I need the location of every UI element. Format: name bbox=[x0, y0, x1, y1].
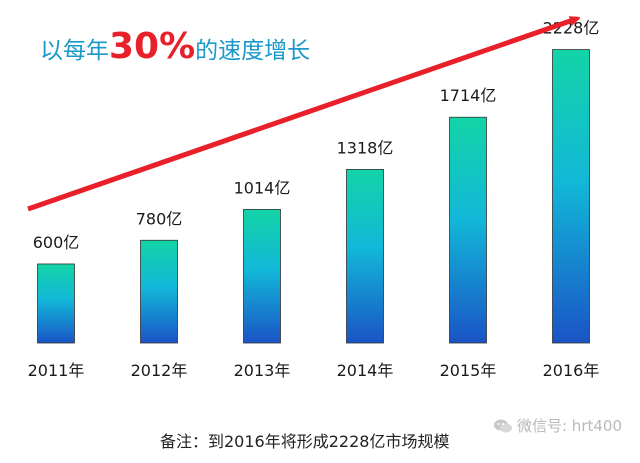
data-label-3: 1318亿 bbox=[337, 138, 394, 157]
x-tick-label-1: 2012年 bbox=[131, 361, 188, 380]
growth-arrow-group bbox=[27, 19, 576, 212]
bar-2 bbox=[243, 209, 281, 344]
data-label-4: 1714亿 bbox=[440, 86, 497, 105]
x-tick-label-4: 2015年 bbox=[440, 361, 497, 380]
x-tick-labels-group: 2011年 2012年 2013年 2014年 2015年 2016年 bbox=[28, 361, 600, 380]
x-tick-label-0: 2011年 bbox=[28, 361, 85, 380]
watermark-text: 微信号: hrt400 bbox=[516, 417, 622, 435]
wechat-icon bbox=[493, 419, 512, 432]
footnote: 备注：到2016年将形成2228亿市场规模 bbox=[160, 432, 450, 451]
title-growth-rate: 30% bbox=[109, 26, 196, 67]
data-label-0: 600亿 bbox=[33, 233, 80, 252]
bar-4 bbox=[449, 116, 487, 344]
data-label-1: 780亿 bbox=[136, 209, 183, 228]
title-prefix: 以每年 bbox=[40, 38, 109, 64]
watermark: 微信号: hrt400 bbox=[493, 415, 622, 436]
growth-arrow bbox=[27, 19, 576, 212]
bar-0 bbox=[37, 263, 75, 344]
x-tick-label-5: 2016年 bbox=[543, 361, 600, 380]
bar-3 bbox=[346, 169, 384, 344]
x-tick-label-2: 2013年 bbox=[234, 361, 291, 380]
bar-1 bbox=[140, 239, 178, 344]
title-suffix: 的速度增长 bbox=[195, 38, 311, 64]
data-label-2: 1014亿 bbox=[234, 178, 291, 197]
bars-group bbox=[37, 49, 590, 344]
x-tick-label-3: 2014年 bbox=[337, 361, 394, 380]
chart-title: 以每年30%的速度增长 bbox=[40, 26, 310, 67]
bar-5 bbox=[552, 49, 590, 344]
